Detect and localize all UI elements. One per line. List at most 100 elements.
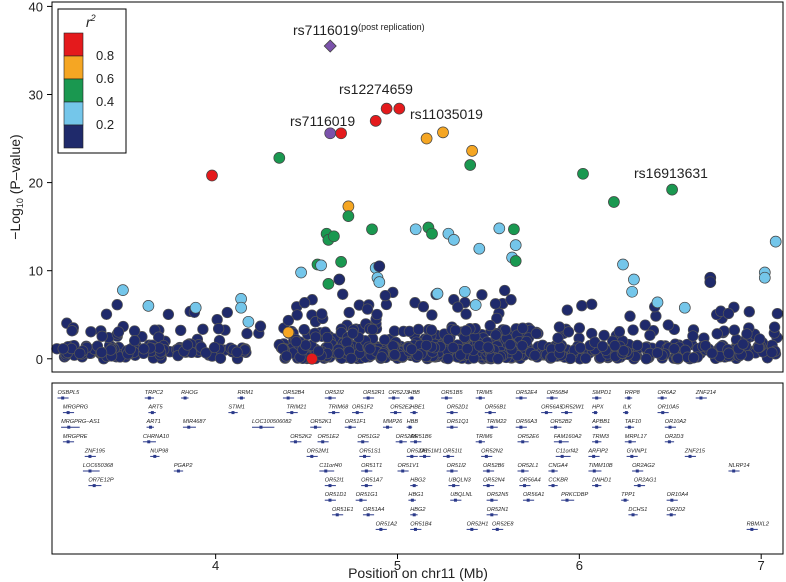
gene-exon: [595, 425, 599, 429]
snp-point: [290, 336, 302, 348]
gene-label: OR52N5: [487, 492, 510, 498]
gene-label: TIMM10B: [588, 463, 613, 469]
annotation-rs7116019: rs7116019: [290, 113, 355, 129]
snp-point: [617, 345, 630, 357]
gene-label: OR7E12P: [88, 478, 113, 484]
gene-hbg2: HBG2: [410, 507, 426, 517]
gene-label: OR52K1: [310, 419, 331, 425]
snp-point-green: [577, 167, 589, 180]
gene-label: ZNF195: [84, 448, 106, 454]
snp-point-light_blue: [409, 223, 422, 236]
gene-taf10: TAF10: [624, 419, 642, 429]
y-axis-label-suffix: (P–value): [7, 134, 23, 198]
legend-bin-label: 0.8: [96, 48, 114, 63]
snp-point: [687, 330, 699, 342]
gene-hbb: HBB: [406, 419, 418, 429]
gene-exon: [412, 411, 416, 415]
gene-exon: [593, 411, 597, 415]
gene-label: CHRNA10: [143, 434, 170, 440]
gene-label: OR10A5: [658, 405, 680, 411]
snp-point: [175, 324, 187, 337]
gene-exon: [551, 484, 555, 488]
snp-point: [631, 339, 644, 352]
snp-point: [111, 299, 123, 311]
snp-point: [586, 298, 598, 310]
snp-point-red: [393, 102, 406, 115]
snp-point: [651, 347, 664, 359]
gene-or51v1: OR51V1: [397, 463, 419, 473]
gene-exon: [470, 527, 474, 531]
gene-label: OR51Q1: [447, 419, 469, 425]
gene-exon: [550, 396, 554, 400]
snp-point-light_blue: [678, 301, 691, 314]
gene-exon: [239, 396, 243, 400]
gene-exon: [364, 469, 368, 473]
gene-label: OR51I2: [447, 463, 467, 469]
gene-exon: [361, 440, 365, 444]
snp-point: [412, 323, 425, 336]
snp-point-green: [666, 183, 678, 196]
gene-trim3: TRIM3: [592, 434, 610, 444]
snp-point-light_blue: [469, 299, 482, 311]
gene-or51e1: OR51E1: [332, 507, 354, 517]
snp-point-light_blue: [235, 301, 247, 314]
gene-label: OR51B5: [441, 390, 463, 396]
snp-point: [312, 345, 325, 357]
snp-point: [662, 319, 674, 331]
gene-label: C11orf42: [556, 448, 579, 454]
snp-point: [554, 341, 566, 353]
snp-point: [499, 284, 511, 297]
gene-or52r1: OR52R1: [362, 390, 385, 400]
snp-point: [573, 322, 586, 334]
gene-label: PRKCDBP: [561, 492, 588, 498]
legend-swatch: [63, 124, 84, 149]
gene-label: OR51G2: [357, 434, 380, 440]
x-axis-label: Position on chr11 (Mb): [348, 565, 488, 581]
gene-label: MRGPRG–AS1: [61, 419, 100, 425]
gene-exon: [176, 469, 180, 473]
y-axis-ticks: 0 10 20 30 40: [29, 0, 52, 367]
gene-exon: [147, 440, 151, 444]
gene-timm10b: TIMM10B: [588, 463, 613, 473]
snp-point: [280, 350, 293, 362]
snp-point: [460, 325, 472, 337]
gene-or6a2: OR6A2: [657, 390, 677, 400]
gene-or51t1: OR51T1: [361, 463, 382, 473]
snp-point-green: [273, 152, 286, 164]
gene-cckbr: CCKBR: [548, 478, 568, 488]
snp-point: [442, 352, 454, 365]
gene-label: OR2AG2: [632, 463, 656, 469]
gene-exon: [290, 411, 294, 415]
gene-or10a5: OR10A5: [657, 405, 680, 415]
snp-point: [57, 343, 69, 355]
gene-exon: [627, 396, 631, 400]
snp-point: [128, 325, 141, 337]
gene-exon: [412, 513, 416, 517]
legend-bin-label: 0.4: [96, 94, 114, 109]
gene-exon: [490, 498, 494, 502]
gene-or52n1: OR52N1: [486, 507, 508, 517]
gene-exon: [410, 498, 414, 502]
gene-label: OR56B1: [485, 405, 506, 411]
snp-point: [516, 340, 528, 352]
gene-exon: [187, 425, 191, 429]
snp-point: [337, 288, 349, 300]
gene-or56a1: OR56A1: [522, 492, 544, 502]
gene-or2ag1: OR2AG1: [633, 478, 657, 488]
gene-track-frame: [51, 382, 784, 555]
gene-label: NUP98: [150, 448, 169, 454]
gene-label: CCKBR: [548, 478, 568, 484]
gene-exon: [564, 411, 568, 415]
snp-point: [426, 309, 438, 321]
gene-label: OR56A3: [516, 419, 538, 425]
gene-exon: [88, 454, 92, 458]
gene-loc650368: LOC650368: [82, 463, 114, 473]
gene-label: ZNF215: [684, 448, 706, 454]
gene-label: FAM160A2: [554, 434, 582, 440]
snp-point-orange: [466, 145, 478, 157]
gene-label: OR51G1: [356, 492, 378, 498]
gene-trpc2: TRPC2: [144, 390, 164, 400]
gene-exon: [495, 527, 499, 531]
snp-point: [492, 353, 504, 365]
